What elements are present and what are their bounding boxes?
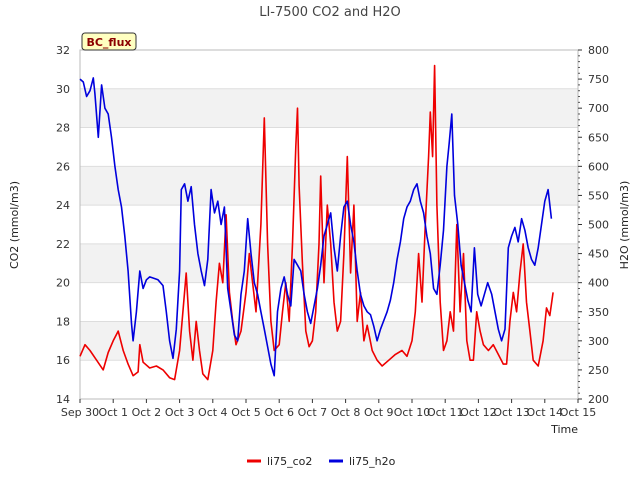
y-right-tick-label: 550 (588, 189, 609, 202)
y-axis-right: 200 250 300 350 400 450 500 550 600 650 700 750 800 (578, 44, 609, 406)
series-layer (79, 64, 554, 381)
x-tick-label: Oct 2 (132, 406, 162, 419)
y-right-tick-label: 400 (588, 277, 609, 290)
x-tick-label: Oct 15 (560, 406, 597, 419)
y-left-tick-label: 28 (56, 122, 70, 135)
x-tick-label: Oct 11 (427, 406, 464, 419)
background-bands (80, 88, 578, 361)
y-left-tick-label: 26 (56, 160, 70, 173)
legend-label: li75_h2o (349, 455, 396, 468)
series-line-li75-co2 (79, 64, 554, 381)
y-right-tick-label: 650 (588, 131, 609, 144)
grid-band (80, 166, 578, 206)
y-right-tick-label: 750 (588, 73, 609, 86)
x-tick-label: Oct 13 (493, 406, 530, 419)
y-axis-left-label: CO2 (mmol/m3) (8, 181, 21, 269)
chart-title: LI-7500 CO2 and H2O (259, 5, 401, 20)
x-tick-label: Oct 7 (298, 406, 328, 419)
x-tick-label: Oct 14 (527, 406, 564, 419)
x-tick-label: Oct 8 (331, 406, 361, 419)
x-tick-label: Oct 12 (460, 406, 497, 419)
y-left-tick-label: 30 (56, 83, 70, 96)
y-right-tick-label: 200 (588, 393, 609, 406)
grid-band (80, 321, 578, 361)
y-left-tick-label: 32 (56, 44, 70, 57)
grid-band (80, 243, 578, 283)
x-tick-label: Oct 5 (231, 406, 261, 419)
x-tick-label: Oct 6 (264, 406, 294, 419)
x-tick-label: Oct 3 (165, 406, 195, 419)
y-axis-left: 14 16 18 20 22 24 26 28 30 32 (56, 44, 70, 406)
y-right-tick-label: 350 (588, 306, 609, 319)
x-axis-label: Time (550, 423, 578, 436)
y-left-tick-label: 18 (56, 315, 70, 328)
badge: BC_flux (81, 32, 137, 51)
y-right-tick-label: 300 (588, 335, 609, 348)
y-left-tick-label: 14 (56, 393, 70, 406)
y-right-tick-label: 700 (588, 102, 609, 115)
badge-label: BC_flux (86, 36, 131, 49)
y-right-tick-label: 600 (588, 160, 609, 173)
legend-label: li75_co2 (267, 455, 312, 468)
y-left-tick-label: 16 (56, 354, 70, 367)
x-tick-label: Sep 30 (61, 406, 99, 419)
y-right-tick-label: 500 (588, 219, 609, 232)
grid-band (80, 88, 578, 128)
x-tick-label: Oct 1 (98, 406, 128, 419)
y-right-tick-label: 250 (588, 364, 609, 377)
x-tick-label: Oct 10 (394, 406, 431, 419)
badge-box (81, 32, 137, 51)
y-right-tick-label: 450 (588, 248, 609, 261)
y-left-tick-label: 24 (56, 199, 70, 212)
y-left-tick-label: 22 (56, 238, 70, 251)
series-line-li75-h2o (79, 77, 553, 377)
y-left-tick-label: 20 (56, 277, 70, 290)
y-right-tick-label: 800 (588, 44, 609, 57)
x-tick-label: Oct 9 (364, 406, 394, 419)
x-tick-label: Oct 4 (198, 406, 228, 419)
y-axis-right-label: H2O (mmol/m3) (618, 181, 631, 270)
x-axis: Sep 30 Oct 1 Oct 2 Oct 3 Oct 4 Oct 5 Oct 6 Oct … (61, 399, 596, 419)
legend: li75_co2 li75_h2o (247, 455, 396, 468)
